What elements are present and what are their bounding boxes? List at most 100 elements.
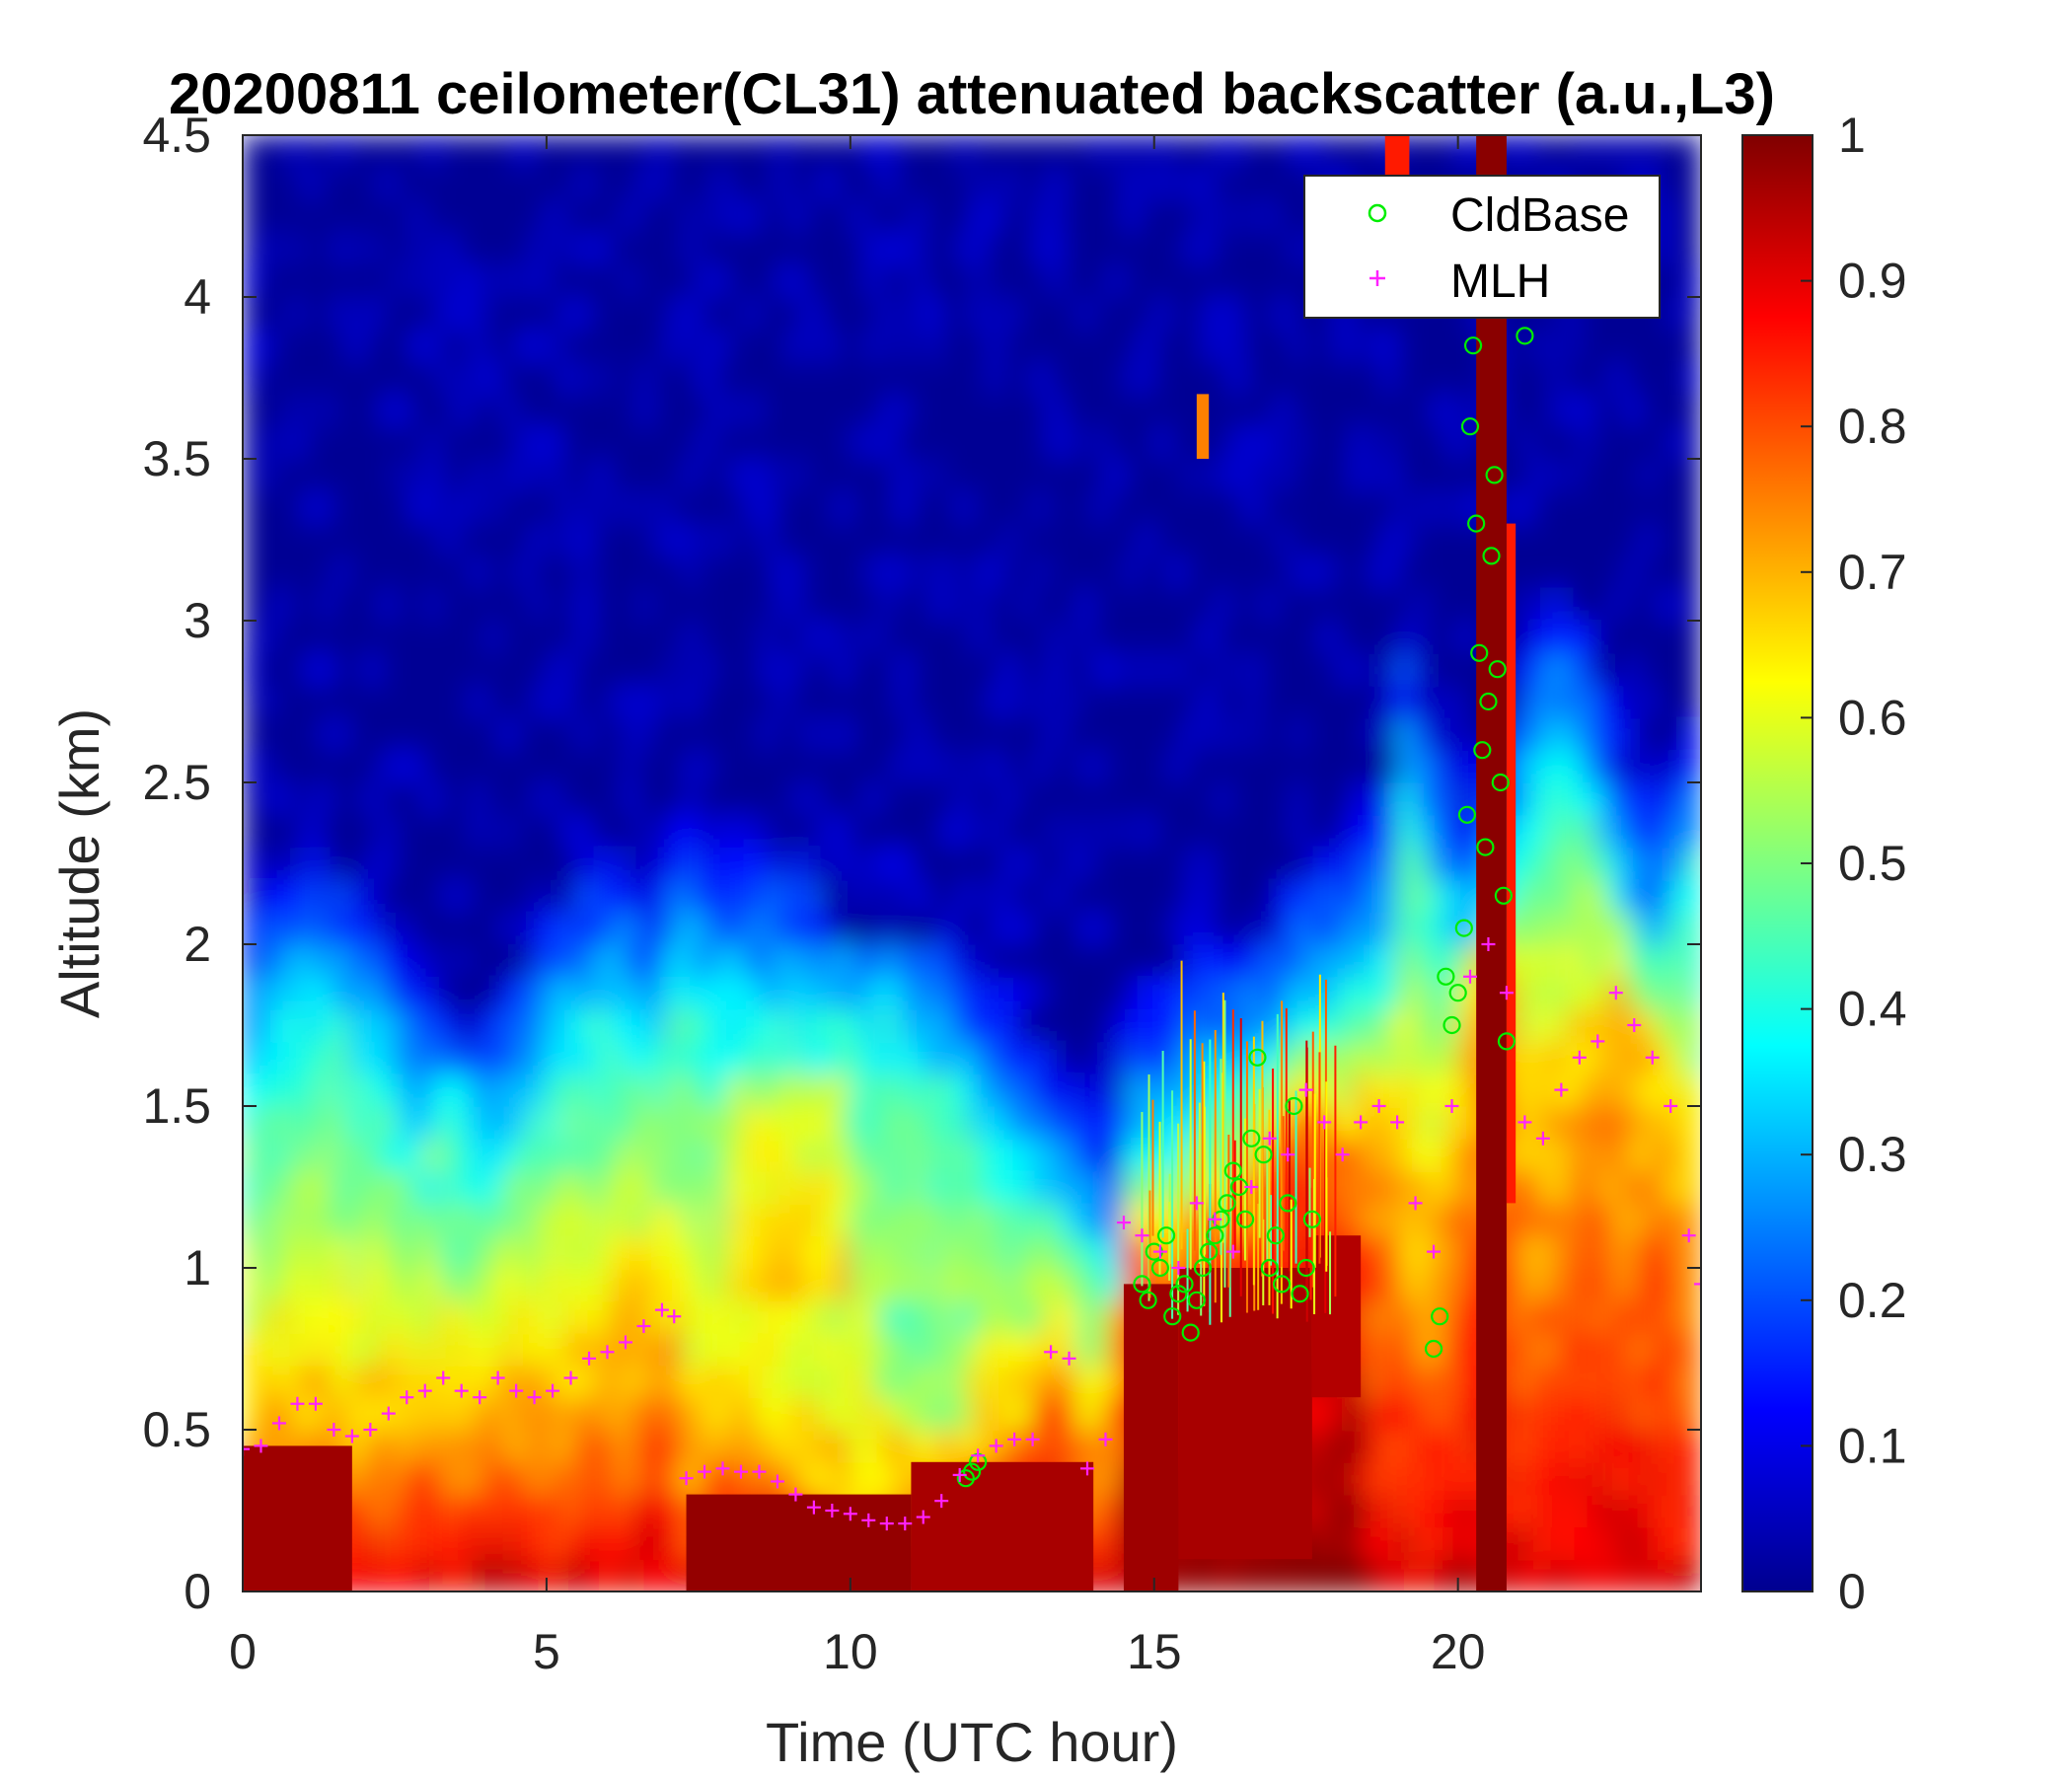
plot-frame [242,134,1702,1592]
point-mlh [1517,1115,1532,1130]
colorbar-tick-label: 0 [1838,1564,1866,1619]
y-tick-label: 3 [184,593,211,648]
legend-label-cldbase: CldBase [1450,189,1629,242]
point-mlh [1427,1244,1442,1259]
point-mlh [308,1396,323,1411]
point-cldbase [1260,1258,1279,1278]
x-tick-label: 15 [1127,1624,1182,1679]
point-mlh [1062,1351,1076,1366]
point-mlh [636,1319,651,1334]
point-mlh [1444,1099,1459,1113]
point-mlh [1262,1131,1277,1146]
legend-label-mlh: MLH [1450,256,1550,308]
point-cldbase [1476,838,1495,856]
point-mlh [971,1448,986,1463]
point-cldbase [1448,984,1467,1002]
point-mlh [1664,1099,1678,1113]
point-mlh [1371,1099,1386,1113]
point-cldbase [1424,1339,1443,1359]
point-cldbase [1223,1161,1242,1180]
point-mlh [473,1390,487,1405]
point-mlh [1354,1115,1369,1130]
point-mlh [1281,1147,1295,1162]
x-tick-label: 5 [533,1624,560,1679]
point-mlh [1189,1196,1204,1211]
point-mlh [381,1406,396,1421]
point-cldbase [1431,1307,1449,1326]
point-cldbase [1206,1226,1224,1245]
point-mlh [1645,1050,1660,1065]
point-cldbase [1296,1258,1315,1278]
point-mlh [1025,1432,1040,1446]
point-cldbase [1467,514,1486,533]
point-mlh [490,1370,505,1385]
point-cldbase [1272,1275,1292,1294]
y-tick-label: 2 [184,917,211,972]
point-mlh [752,1464,767,1479]
point-mlh [1044,1345,1059,1360]
point-cldbase [1460,417,1480,436]
point-mlh [563,1370,578,1385]
point-mlh [1681,1228,1696,1243]
point-mlh [654,1302,669,1317]
point-mlh [934,1494,949,1509]
legend: CldBase MLH [1303,175,1661,319]
point-mlh [1462,969,1477,984]
point-mlh [417,1383,432,1398]
point-mlh [1317,1115,1332,1130]
point-cldbase [1285,1096,1303,1116]
point-mlh [770,1474,784,1489]
point-cldbase [1242,1129,1261,1147]
point-mlh [1298,1082,1313,1097]
x-tick-label: 20 [1431,1624,1486,1679]
point-cldbase [1473,741,1492,760]
point-cldbase [1175,1275,1194,1294]
point-cldbase [1479,692,1498,711]
colorbar-tick-label: 0.4 [1838,982,1907,1037]
point-mlh [1481,937,1496,951]
point-cldbase [1193,1258,1213,1278]
colorbar-tick-label: 0.6 [1838,690,1907,745]
point-mlh [1591,1034,1605,1049]
y-axis: 0 0.5 1 1.5 2 2.5 3 3.5 4 4.5 [142,108,1701,1619]
point-mlh [1080,1461,1095,1476]
point-mlh [1152,1244,1167,1259]
point-mlh [698,1464,712,1479]
point-cldbase [1187,1291,1206,1309]
point-mlh [1335,1147,1350,1162]
y-tick-label: 1.5 [142,1078,211,1134]
point-cldbase [1494,886,1513,905]
point-cldbase [1139,1291,1157,1309]
point-cldbase [1457,805,1477,824]
point-mlh [1208,1212,1222,1226]
point-mlh [825,1504,840,1517]
colorbar: 0 0.1 0.2 0.3 0.4 0.5 0.6 0.7 0.8 0.9 1 [1741,108,1907,1619]
colorbar-tick-label: 0.7 [1838,545,1907,600]
point-mlh [1535,1131,1550,1146]
point-mlh [290,1396,305,1411]
point-mlh [1007,1432,1022,1446]
point-cldbase [1181,1323,1200,1342]
point-mlh [509,1383,524,1398]
legend-box [1303,175,1661,319]
point-mlh [843,1507,857,1521]
point-mlh [1627,1018,1642,1032]
point-cldbase [1443,1015,1461,1035]
point-cldbase [1279,1194,1297,1213]
point-cldbase [1291,1285,1309,1303]
point-cldbase [1470,643,1489,662]
point-mlh [327,1423,341,1437]
point-mlh [1608,986,1623,1000]
point-cldbase [1266,1226,1286,1245]
point-cldbase [1454,919,1473,937]
x-tick-label: 10 [823,1624,878,1679]
point-mlh [600,1345,615,1360]
point-mlh [679,1471,694,1486]
point-mlh [861,1513,876,1527]
point-mlh [1244,1180,1259,1194]
colorbar-tick-label: 0.3 [1838,1127,1907,1182]
point-cldbase [1497,1032,1517,1051]
point-mlh [1098,1432,1113,1446]
legend-marker-mlh [1369,270,1385,286]
